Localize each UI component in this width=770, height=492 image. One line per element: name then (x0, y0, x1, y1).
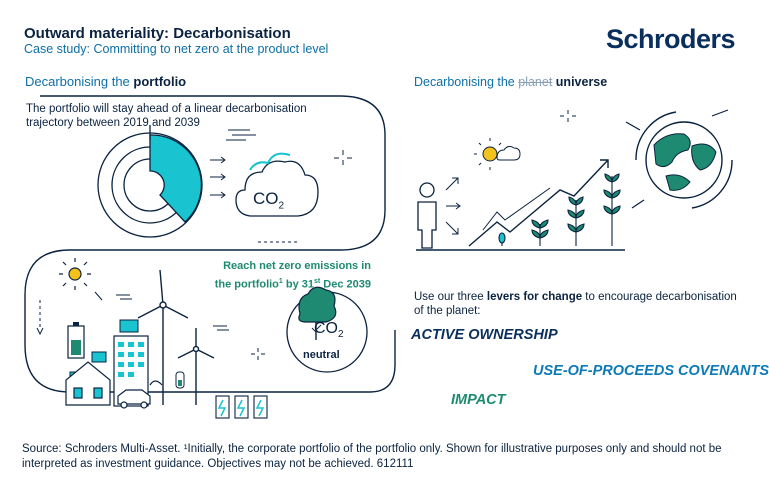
wind-turbine-icon (137, 269, 189, 405)
page-title: Outward materiality: Decarbonisation (24, 25, 291, 42)
car-icon (117, 380, 163, 409)
lever-impact: IMPACT (451, 392, 506, 408)
footer-note: Source: Schroders Multi-Asset. ¹Initiall… (22, 443, 722, 470)
globe-icon (625, 109, 733, 209)
co2-neutral-text: CO (314, 320, 338, 337)
growth-line-icon (416, 159, 625, 251)
plant-icon (498, 173, 621, 246)
neutral-label: neutral (303, 349, 340, 361)
left-section-heading: Decarbonising the portfolio (25, 74, 186, 89)
net-zero-line2a: the portfolio (214, 278, 279, 291)
heading-prefix: Decarbonising the (25, 74, 130, 89)
battery-icon (67, 322, 85, 359)
donut-chart-icon (97, 125, 203, 238)
co2-neutral-subscript: 2 (338, 329, 344, 341)
house-icon (65, 361, 111, 406)
co2-subscript: 2 (278, 200, 285, 212)
wind-turbine-icon (177, 328, 215, 405)
net-zero-statement: Reach net zero emissions in the portfoli… (196, 259, 371, 293)
levers-paragraph: Use our three levers for change to encou… (414, 290, 749, 318)
sun-icon (59, 258, 91, 290)
co2-label: CO2 (253, 189, 284, 211)
portfolio-frame (24, 95, 396, 393)
net-zero-line1: Reach net zero emissions in (223, 260, 371, 272)
net-zero-line2b: by 31 (282, 278, 314, 291)
heading-bold: universe (555, 75, 608, 89)
footnote-marker: 1 (278, 278, 283, 285)
paragraph-part-b: to encourage decarbonisation of the plan… (414, 291, 737, 317)
person-icon (417, 182, 437, 249)
paragraph-bold: levers for change (486, 291, 583, 303)
battery-row-icon (215, 395, 268, 419)
co2-neutral-icon (286, 286, 368, 373)
lever-active-ownership: ACTIVE OWNERSHIP (411, 327, 558, 343)
sparkle-icon (560, 110, 576, 122)
net-zero-line2c: Dec 2039 (320, 278, 371, 291)
sparkle-icon (334, 150, 352, 165)
wind-icon (226, 129, 256, 141)
arrows-icon (445, 177, 461, 235)
co2-cloud-icon (235, 152, 319, 217)
wind-icon (116, 294, 229, 331)
lever-use-of-proceeds-covenants: USE-OF-PROCEEDS COVENANTS (533, 363, 770, 379)
arrows-icon (210, 156, 226, 199)
co2-neutral-label: CO2 (314, 320, 344, 340)
right-section-heading: Decarbonising the planet universe (414, 75, 607, 89)
page-subtitle: Case study: Committing to net zero at th… (24, 42, 329, 56)
heading-bold: portfolio (133, 74, 187, 89)
ordinal-suffix: st (314, 278, 321, 285)
heading-prefix: Decarbonising the (414, 75, 515, 89)
paragraph-part-a: Use our three (414, 291, 487, 303)
heading-struck: planet (518, 75, 553, 89)
schroders-logo: Schroders (606, 24, 736, 54)
sun-cloud-icon (474, 138, 521, 170)
dashed-arrows (36, 291, 103, 336)
co2-text: CO (253, 189, 279, 208)
portfolio-paragraph: The portfolio will stay ahead of a linea… (26, 103, 307, 129)
battery-icon (175, 371, 185, 389)
sparkle-icon (251, 348, 265, 360)
